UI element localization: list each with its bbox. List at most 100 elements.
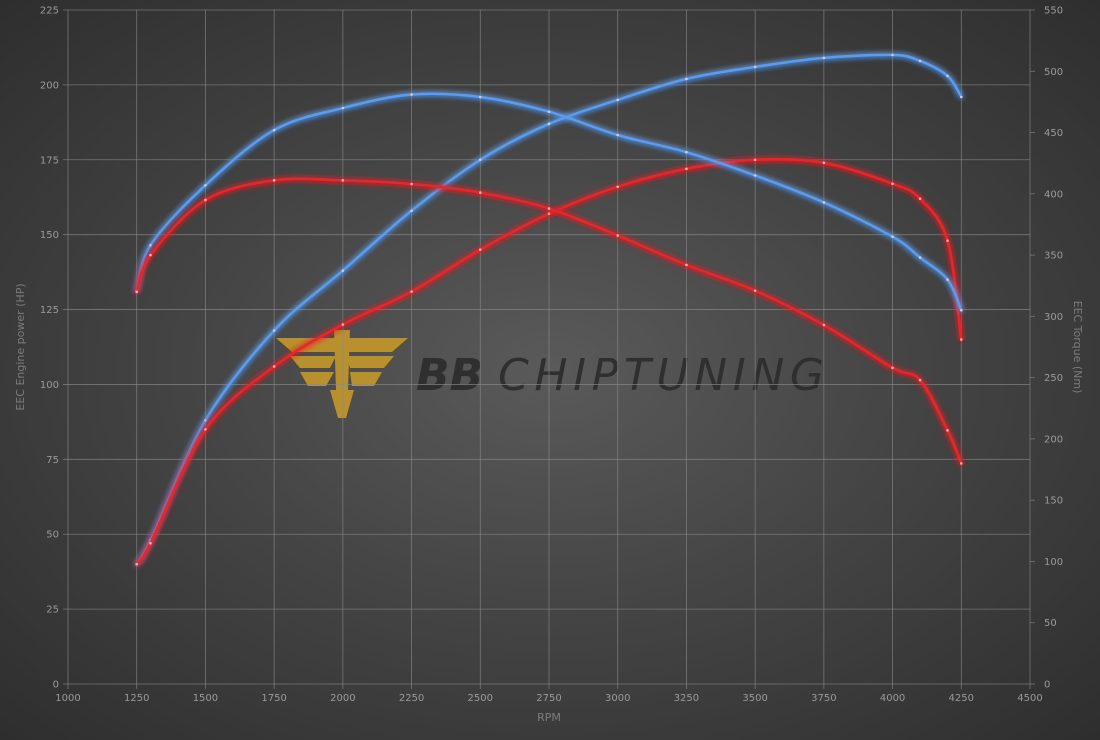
data-point [822,56,826,60]
data-point [547,212,551,215]
x-tick-label: 2750 [536,693,561,704]
x-axis-title: RPM [537,711,561,724]
data-point [272,128,276,132]
y-left-tick-label: 0 [53,680,59,691]
data-point [135,562,139,566]
x-tick-label: 3250 [674,693,699,704]
data-point [959,462,963,465]
data-point [891,182,894,186]
x-tick-label: 1250 [124,693,149,704]
data-point [959,308,963,312]
y-right-tick-label: 450 [1044,128,1063,139]
y-right-tick-label: 200 [1044,434,1063,445]
series-line-torque-3 [135,177,963,465]
data-point [822,161,826,165]
data-point [918,59,922,63]
data-point [891,235,894,239]
data-point [341,323,345,326]
y-right-tick-label: 0 [1044,680,1050,691]
data-point [204,183,207,187]
data-point [410,182,413,186]
y-right-tick-label: 50 [1044,618,1057,629]
data-point [918,256,922,259]
data-point [753,174,757,177]
y-left-tick-label: 150 [40,230,59,241]
data-point [616,133,620,137]
data-point [547,122,551,126]
brand-bold: BB [416,350,483,401]
y-left-tick-label: 175 [40,155,59,166]
data-point [891,53,894,57]
series-line-torque-2 [135,92,963,312]
data-point [410,209,413,213]
x-tick-label: 2000 [330,693,355,704]
x-tick-label: 2500 [468,693,493,704]
data-point [822,201,826,204]
y-axis-right-title: EEC Torque (Nm) [1071,301,1084,394]
y-right-tick-label: 150 [1044,496,1063,507]
grid [63,9,1035,689]
data-point [959,95,963,99]
data-point [946,278,949,281]
bbchiptuning-watermark: BB CHIPTUNING [276,330,824,418]
brand-rest: CHIPTUNING [498,350,824,401]
data-point [341,106,345,110]
data-point [478,191,482,194]
data-point [149,243,152,247]
data-point [753,65,757,69]
data-point [616,234,620,237]
y-left-tick-label: 75 [46,455,59,466]
data-point [341,269,345,272]
data-point [616,98,620,102]
data-point [478,95,482,99]
y-right-tick-label: 300 [1044,312,1063,323]
y-right-tick-label: 350 [1044,251,1063,262]
series-line-power-1 [135,157,963,566]
data-point [204,198,207,202]
data-point [946,239,949,242]
y-axis-left-title: EEC Engine power (HP) [14,283,27,410]
data-point [410,290,413,293]
data-point [272,329,276,332]
data-point [918,197,922,201]
data-point [685,263,688,267]
data-point [204,419,207,422]
data-point [685,150,688,154]
data-point [204,428,207,431]
data-point [272,365,276,368]
x-tick-label: 1000 [55,693,80,704]
data-point [272,179,276,182]
x-tick-label: 2250 [399,693,424,704]
data-point [616,185,620,189]
data-point [547,207,551,210]
data-point [685,167,688,171]
data-point [547,110,551,114]
data-point [149,253,152,257]
y-right-tick-label: 550 [1044,6,1063,17]
data-point [341,179,345,182]
bb-logo-icon [276,330,408,418]
data-point [918,378,922,382]
x-tick-label: 4000 [880,693,905,704]
data-point [410,93,413,96]
y-left-tick-label: 25 [46,605,59,616]
data-point [753,158,757,162]
data-point [149,541,152,545]
axes: 1000 1250 1500 1750 2000 2250 2500 2750 3000 3250… [40,6,1063,705]
y-left-tick-label: 50 [46,530,59,541]
data-point [946,74,949,78]
y-right-tick-label: 400 [1044,189,1063,200]
data-point [822,323,826,327]
data-point [478,248,482,251]
x-tick-label: 1750 [261,693,286,704]
x-tick-label: 3000 [605,693,630,704]
y-right-tick-label: 100 [1044,557,1063,568]
y-left-tick-label: 200 [40,80,59,91]
data-point [959,338,963,341]
y-left-tick-label: 225 [40,6,59,17]
data-point [753,289,757,292]
y-left-tick-label: 125 [40,305,59,316]
x-tick-label: 3750 [811,693,836,704]
